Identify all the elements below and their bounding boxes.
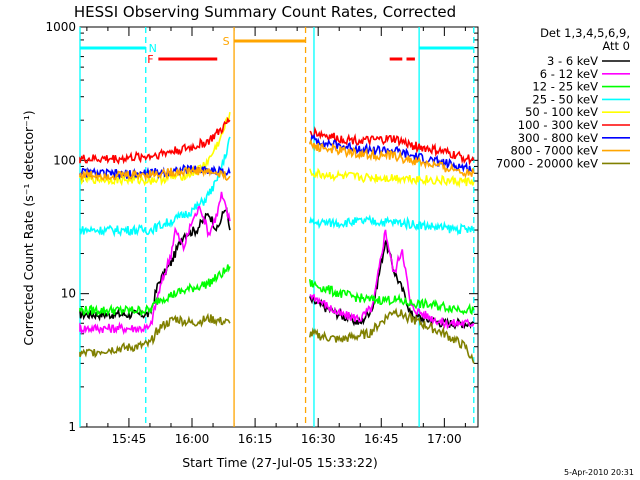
- legend-header-line-1: Det 1,3,4,5,6,9,: [540, 26, 630, 40]
- series-line: [309, 167, 475, 189]
- series-line: [79, 165, 231, 182]
- flag-letter-night: N: [149, 42, 157, 55]
- legend-entry: 7000 - 20000 keV: [496, 156, 598, 170]
- series-line: [309, 307, 475, 364]
- x-tick-label: 16:00: [175, 432, 210, 446]
- series-line: [309, 126, 475, 166]
- x-tick-label: 16:30: [301, 432, 336, 446]
- legend-entry: 12 - 25 keV: [532, 80, 598, 94]
- chart-title: HESSI Observing Summary Count Rates, Cor…: [74, 3, 456, 21]
- series-line: [309, 229, 475, 330]
- flag-letter-saa: S: [223, 35, 230, 48]
- y-axis-label: Corrected Count Rate (s⁻¹ detector⁻¹): [21, 110, 36, 345]
- legend-entry: 3 - 6 keV: [547, 54, 598, 68]
- series-line: [309, 214, 474, 236]
- legend-entry: 300 - 800 keV: [518, 131, 598, 145]
- x-tick-label: 15:45: [112, 432, 147, 446]
- series-line: [309, 137, 475, 179]
- legend-header-line-2: Att 0: [602, 39, 630, 53]
- x-tick-label: 17:00: [427, 432, 462, 446]
- series-line: [79, 264, 231, 317]
- legend-entry: 6 - 12 keV: [540, 67, 598, 81]
- legend-entry: 50 - 100 keV: [525, 105, 598, 119]
- y-tick-label: 1: [68, 420, 76, 434]
- x-tick-label: 16:15: [238, 432, 273, 446]
- series-line: [79, 312, 231, 359]
- series-line: [79, 136, 231, 238]
- legend-entry: 800 - 7000 keV: [510, 144, 598, 158]
- series-line: [309, 279, 475, 316]
- y-tick-label: 100: [53, 153, 76, 167]
- legend-entry: 25 - 50 keV: [532, 92, 598, 106]
- series-line: [79, 191, 231, 336]
- flag-letter-flare: F: [147, 53, 153, 66]
- x-axis-label: Start Time (27-Jul-05 15:33:22): [182, 455, 378, 470]
- x-tick-label: 16:45: [364, 432, 399, 446]
- plot-area: 1 10 100 1000 15:45 16:00 16:15 16:30 16:45 17:00…: [45, 20, 479, 446]
- series-line: [79, 111, 231, 187]
- y-tick-label: 10: [61, 287, 76, 301]
- series-line: [79, 116, 231, 165]
- y-tick-label: 1000: [45, 20, 76, 34]
- series-line: [309, 133, 475, 175]
- legend-entry: 100 - 300 keV: [518, 118, 598, 132]
- date-stamp: 5-Apr-2010 20:31: [564, 468, 634, 477]
